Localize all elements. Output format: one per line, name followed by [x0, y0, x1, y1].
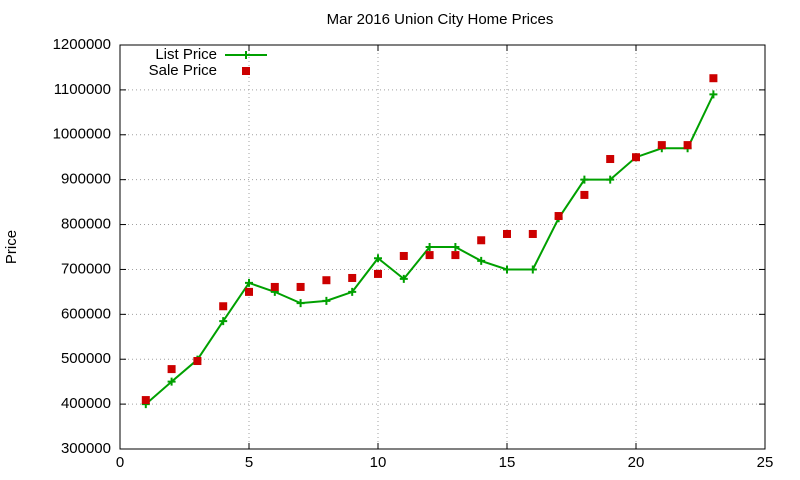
plot-frame [119, 44, 766, 450]
legend-marker [242, 51, 250, 59]
y-tick-label: 1100000 [54, 81, 111, 98]
point-marker [632, 153, 640, 162]
point-marker [683, 141, 692, 150]
point-marker [606, 175, 615, 184]
x-tick-label: 0 [116, 454, 124, 471]
point-marker [270, 282, 279, 291]
point-marker [141, 396, 150, 405]
x-tick-label: 20 [628, 454, 645, 471]
y-tick-label: 500000 [61, 350, 111, 367]
y-tick-label: 900000 [61, 171, 111, 188]
point-marker [167, 377, 176, 386]
point-marker [322, 276, 331, 285]
y-tick-label: 600000 [61, 305, 111, 322]
point-marker [554, 212, 563, 221]
point-marker [399, 251, 408, 260]
point-marker [348, 287, 357, 296]
point-marker [296, 282, 305, 291]
point-marker [503, 229, 511, 238]
point-marker [219, 302, 228, 311]
point-marker [167, 365, 176, 374]
point-marker [399, 274, 408, 283]
point-marker [425, 251, 434, 260]
y-axis-label: Price [3, 230, 20, 264]
point-marker [322, 296, 331, 305]
y-tick-label: 1000000 [53, 126, 111, 143]
y-tick-label: 700000 [61, 260, 111, 277]
point-marker [245, 278, 253, 287]
x-tick-label: 25 [757, 454, 774, 471]
point-marker [606, 155, 615, 164]
point-marker [425, 243, 434, 251]
point-marker [580, 175, 589, 184]
legend-label: Sale Price [149, 62, 217, 79]
point-marker [709, 74, 718, 83]
point-marker [477, 256, 486, 265]
point-marker [296, 299, 305, 308]
y-tick-label: 300000 [61, 440, 111, 457]
legend-marker [242, 67, 250, 75]
y-tick-label: 1200000 [53, 36, 111, 53]
y-tick-label: 800000 [61, 216, 111, 233]
point-marker [245, 287, 253, 296]
point-marker [657, 141, 666, 150]
chart-title: Mar 2016 Union City Home Prices [327, 11, 554, 28]
point-marker [374, 254, 382, 263]
legend-label: List Price [155, 46, 217, 63]
point-marker [219, 317, 228, 326]
point-marker [348, 273, 357, 282]
point-marker [451, 251, 460, 260]
point-marker [709, 90, 718, 99]
point-marker [528, 265, 537, 274]
point-marker [580, 190, 589, 199]
point-marker [528, 229, 537, 238]
x-tick-label: 15 [499, 454, 516, 471]
point-marker [374, 269, 382, 278]
x-tick-label: 5 [245, 454, 253, 471]
point-marker [503, 265, 511, 274]
y-tick-label: 400000 [61, 395, 111, 412]
point-marker [451, 243, 460, 251]
x-tick-label: 10 [370, 454, 387, 471]
point-marker [477, 236, 486, 245]
point-marker [193, 357, 202, 366]
